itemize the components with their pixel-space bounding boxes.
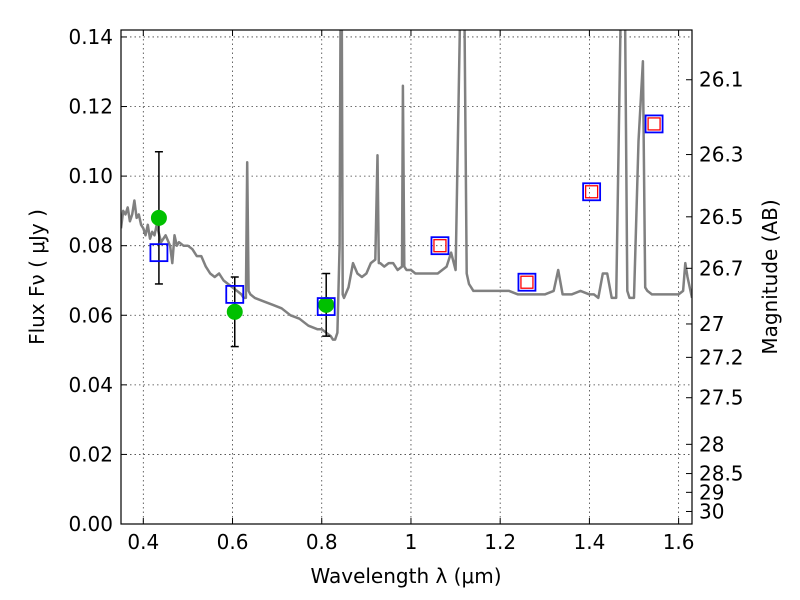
y-axis-label: Flux Fν ( μJy ): [25, 209, 49, 345]
predicted-flux-square: [520, 275, 534, 289]
model-flux-square: [430, 236, 450, 256]
y2-tick-label: 29: [699, 480, 724, 504]
predicted-flux-square: [647, 117, 661, 131]
y2-tick-label: 27.5: [699, 386, 744, 410]
y2-axis-label: Magnitude (AB): [758, 199, 782, 354]
y-tick-label: 0.12: [68, 95, 113, 119]
plot-area: [121, 30, 692, 341]
y2-tick-label: 30: [699, 499, 724, 523]
plot-frame: [120, 29, 693, 525]
y-tick-label: 0.04: [68, 373, 113, 397]
y-tick-label: 0.10: [68, 164, 113, 188]
y2-tick-label: 26.1: [699, 68, 744, 92]
marker-layer: [149, 114, 664, 348]
ticks: [121, 30, 692, 525]
y-tick-label: 0.08: [68, 234, 113, 258]
y-tick-label: 0.14: [68, 25, 113, 49]
observed-point: [318, 296, 335, 313]
y2-tick-label: 26.7: [699, 256, 744, 280]
y-tick-label: 0.00: [68, 512, 113, 536]
x-tick-label: 1: [405, 530, 418, 554]
y2-tick-label: 26.3: [699, 143, 744, 167]
x-tick-label: 0.4: [127, 530, 159, 554]
y2-tick-label: 28.5: [699, 462, 744, 486]
y-tick-label: 0.02: [68, 442, 113, 466]
model-flux-square: [316, 297, 336, 316]
x-tick-label: 0.6: [217, 530, 249, 554]
sed-model-line: [121, 30, 692, 341]
model-flux-square: [149, 243, 169, 263]
predicted-flux-square: [584, 185, 599, 199]
x-tick-label: 1.6: [663, 530, 695, 554]
model-flux-square: [225, 284, 245, 304]
observed-point: [226, 303, 243, 320]
model-flux-square: [517, 272, 537, 292]
x-axis-label: Wavelength λ (μm): [310, 564, 501, 588]
x-tick-label: 0.8: [306, 530, 338, 554]
grid: [121, 30, 692, 524]
y2-tick-label: 28: [699, 432, 724, 456]
x-tick-label: 1.4: [573, 530, 605, 554]
y2-tick-label: 26.5: [699, 205, 744, 229]
y2-tick-label: 27: [699, 312, 724, 336]
model-flux-square: [582, 182, 602, 202]
observed-point: [150, 209, 167, 226]
tick-labels: 0.4 0.6 0.8 1 1.2 1.4 1.6 0.00 0.02 0.04 0.06 0.08 0…: [68, 25, 743, 554]
model-flux-square: [644, 114, 664, 134]
y2-tick-label: 27.2: [699, 345, 744, 369]
y-tick-label: 0.06: [68, 303, 113, 327]
x-tick-label: 1.2: [484, 530, 516, 554]
predicted-flux-square: [433, 239, 447, 253]
